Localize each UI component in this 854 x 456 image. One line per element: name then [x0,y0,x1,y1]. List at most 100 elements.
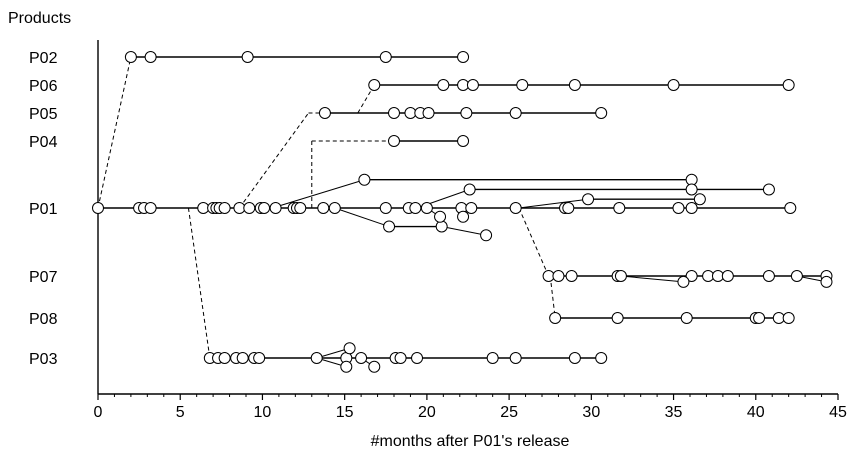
branch-connector [518,198,589,209]
release-marker [784,202,797,214]
release-marker [92,202,104,214]
release-marker [218,352,231,364]
release-marker [379,51,392,63]
release-marker [388,135,400,147]
release-marker [680,312,693,324]
release-marker [404,107,417,119]
x-tick-label: 30 [582,404,600,421]
release-marker [685,183,698,196]
release-marker [358,173,371,186]
release-marker [269,202,282,214]
release-marker [241,51,254,63]
release-marker [409,202,422,214]
x-tick-label: 10 [254,404,272,421]
release-marker [516,79,529,91]
branch-connector [620,275,684,283]
release-marker [667,79,680,91]
release-marker [355,352,368,364]
x-tick-label: 20 [418,404,436,421]
release-marker [463,183,476,196]
release-marker [394,352,407,364]
branch-connector [334,207,390,227]
release-marker [762,183,775,196]
release-marker [233,202,246,214]
release-marker [595,107,608,119]
release-marker [782,79,795,91]
row-label-P08: P08 [29,311,58,328]
release-marker [486,352,499,364]
release-marker [595,352,608,364]
release-marker [562,202,575,214]
x-tick-label: 0 [94,404,103,421]
release-marker [197,202,210,214]
release-marker [711,270,724,282]
release-marker [568,352,581,364]
x-tick-label: 25 [500,404,518,421]
release-marker [820,275,833,288]
release-marker [144,202,157,214]
x-axis-title: #months after P01's release [371,433,570,450]
x-tick-label: 45 [829,404,847,421]
row-label-P05: P05 [29,106,58,123]
y-axis-title: Products [8,10,71,27]
release-marker [465,202,478,214]
derivation-link [239,112,309,209]
release-marker [762,270,775,282]
row-label-P01: P01 [29,201,58,218]
release-marker [693,193,706,206]
release-marker [318,107,331,119]
release-marker [582,193,595,206]
release-marker [549,312,562,324]
release-marker [435,220,448,233]
release-marker [457,135,470,147]
release-marker [236,352,249,364]
release-marker [383,220,396,233]
branch-connector [272,179,365,209]
release-marker [509,352,522,364]
release-marker [258,202,271,214]
release-marker [672,202,685,214]
release-marker [388,107,400,119]
release-markers [92,51,833,373]
release-marker [328,202,341,214]
x-tick-label: 5 [176,404,185,421]
release-marker [613,202,626,214]
release-marker [422,107,435,119]
release-marker [420,202,433,214]
row-label-P06: P06 [29,78,58,95]
x-tick-label: 15 [336,404,354,421]
release-marker [509,202,522,214]
release-marker [611,312,624,324]
release-marker [294,202,307,214]
release-marker [685,202,698,214]
release-marker [677,275,690,288]
row-label-P04: P04 [29,134,58,151]
release-marker [685,270,698,282]
release-marker [568,79,581,91]
release-marker [702,270,715,282]
release-marker [552,270,565,282]
release-marker [542,270,555,282]
release-marker [310,352,323,364]
release-marker [565,270,578,282]
release-marker [753,312,766,324]
release-marker [253,352,266,364]
release-marker [721,270,734,282]
release-marker [790,270,803,282]
release-marker [243,202,256,214]
release-marker [457,210,470,223]
release-marker [434,210,447,223]
release-marker [480,229,493,242]
x-tick-label: 40 [747,404,765,421]
derivation-link [187,207,211,359]
release-marker [124,51,137,63]
derivation-link [549,275,556,319]
x-tick-label: 35 [665,404,683,421]
release-marker [343,342,356,355]
axes: 0 5 10 15 20 25 30 35 40 45 P02 P06 P05 P04 P01 P07 P08 P… [29,40,847,421]
derivation-link [357,84,375,114]
derivation-links [97,56,556,359]
release-marker [509,107,522,119]
release-marker [460,107,473,119]
